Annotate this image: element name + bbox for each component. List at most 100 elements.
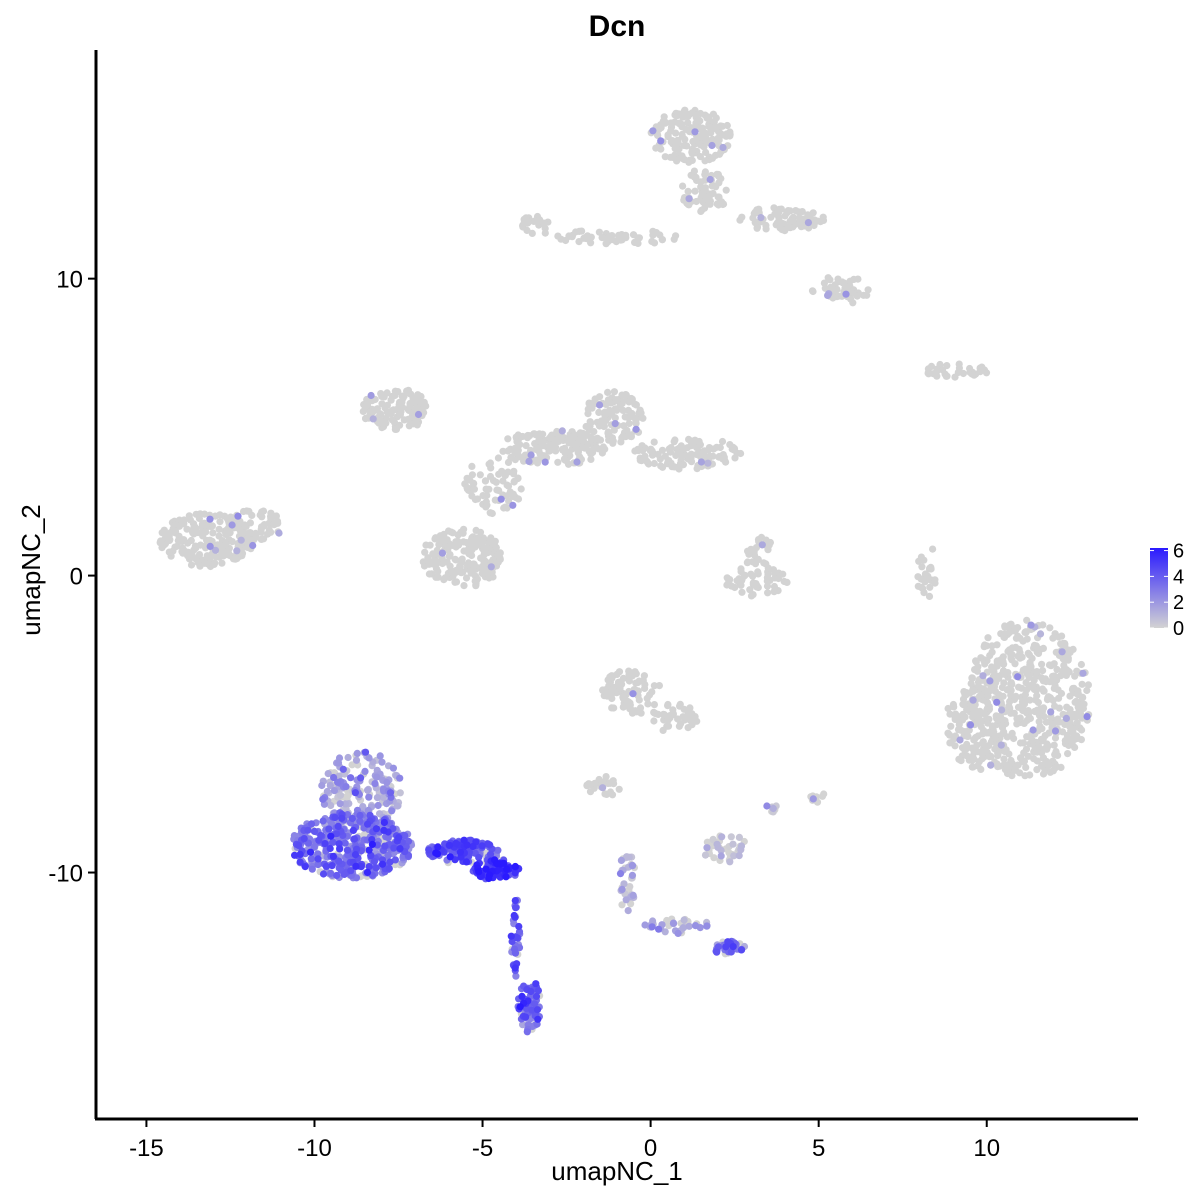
cell-point bbox=[481, 477, 489, 485]
cell-point bbox=[353, 845, 361, 853]
cell-point bbox=[1026, 659, 1034, 667]
cell-point bbox=[640, 672, 649, 680]
cell-point bbox=[620, 880, 628, 888]
cell-point bbox=[494, 454, 502, 462]
cell-point bbox=[744, 547, 752, 555]
cell-point bbox=[357, 774, 365, 782]
cell-point bbox=[853, 292, 861, 300]
cell-point bbox=[341, 839, 349, 847]
cell-point bbox=[590, 428, 598, 436]
cell-point bbox=[326, 781, 334, 790]
cell-point bbox=[680, 113, 688, 121]
cell-point bbox=[1066, 692, 1074, 700]
cell-point bbox=[270, 521, 278, 529]
cell-point bbox=[966, 364, 974, 373]
cell-point bbox=[1083, 686, 1091, 695]
cell-point bbox=[1042, 743, 1050, 752]
cell-point bbox=[1084, 681, 1092, 689]
cell-point bbox=[503, 865, 511, 873]
cell-point bbox=[1021, 772, 1029, 780]
cell-point bbox=[786, 207, 794, 215]
cell-point bbox=[438, 549, 446, 557]
cell-point bbox=[691, 922, 700, 930]
cell-point bbox=[578, 435, 586, 443]
cell-point bbox=[434, 573, 442, 581]
cell-point bbox=[703, 838, 712, 846]
legend-tick-label: 2 bbox=[1173, 592, 1184, 614]
cell-point bbox=[976, 684, 985, 692]
cell-point bbox=[821, 284, 829, 292]
cell-point bbox=[708, 141, 716, 150]
cell-point bbox=[357, 863, 365, 871]
cell-point bbox=[464, 546, 472, 554]
cell-point bbox=[703, 844, 711, 852]
cell-point bbox=[833, 285, 841, 294]
x-tick-label: -10 bbox=[297, 1135, 332, 1162]
cell-point bbox=[1033, 706, 1041, 714]
cell-point bbox=[380, 818, 388, 827]
cell-point bbox=[237, 520, 245, 529]
cell-point bbox=[963, 732, 971, 740]
cell-point bbox=[723, 581, 731, 589]
cell-point bbox=[687, 442, 695, 450]
cell-point bbox=[224, 551, 232, 559]
cell-point bbox=[1055, 704, 1063, 712]
cell-point bbox=[667, 119, 675, 127]
cell-point bbox=[664, 722, 673, 730]
cell-point bbox=[864, 286, 872, 294]
cell-point bbox=[1007, 654, 1015, 662]
cell-point bbox=[454, 537, 462, 546]
cell-point bbox=[641, 921, 649, 929]
cell-point bbox=[648, 923, 656, 931]
cell-point bbox=[627, 394, 635, 403]
cell-point bbox=[378, 758, 386, 766]
cell-point bbox=[735, 833, 744, 842]
cell-point bbox=[696, 117, 704, 125]
cell-point bbox=[981, 641, 989, 649]
cell-point bbox=[780, 577, 788, 586]
legend-colorbar bbox=[1150, 548, 1168, 628]
cell-point bbox=[342, 783, 350, 791]
cell-point bbox=[340, 870, 348, 879]
cell-point bbox=[775, 216, 783, 224]
cell-point bbox=[396, 845, 404, 853]
cell-point bbox=[348, 761, 356, 769]
cell-point bbox=[1039, 667, 1047, 675]
cell-point bbox=[421, 548, 429, 556]
cell-point bbox=[618, 885, 626, 894]
cell-point bbox=[1069, 728, 1077, 736]
cell-point bbox=[1036, 630, 1045, 638]
cell-point bbox=[615, 785, 623, 793]
cell-point bbox=[632, 419, 640, 427]
cell-point bbox=[237, 536, 245, 544]
cell-point bbox=[487, 509, 495, 517]
cell-point bbox=[645, 691, 654, 699]
cell-point bbox=[409, 395, 417, 403]
cell-point bbox=[610, 388, 619, 396]
cell-point bbox=[463, 561, 472, 570]
cell-point bbox=[468, 551, 476, 560]
cell-point bbox=[1007, 691, 1015, 699]
cell-point bbox=[384, 851, 392, 860]
cell-point bbox=[334, 759, 343, 767]
cell-point bbox=[344, 753, 352, 762]
cell-point bbox=[1022, 763, 1030, 772]
cell-point bbox=[170, 521, 178, 530]
cell-point bbox=[347, 867, 355, 875]
cell-point bbox=[351, 851, 360, 859]
cell-point bbox=[527, 451, 535, 459]
cell-point bbox=[491, 496, 499, 504]
cell-point bbox=[218, 559, 226, 567]
cell-point bbox=[602, 773, 610, 781]
cell-point bbox=[522, 1013, 530, 1021]
cell-point bbox=[581, 234, 589, 242]
cell-point bbox=[367, 852, 375, 860]
cell-point bbox=[998, 706, 1006, 714]
cell-point bbox=[809, 287, 817, 296]
cell-point bbox=[1071, 672, 1079, 680]
cell-point bbox=[209, 529, 217, 537]
cell-point bbox=[522, 442, 530, 450]
cell-point bbox=[668, 463, 676, 471]
cell-point bbox=[1026, 696, 1034, 704]
cell-point bbox=[512, 972, 520, 980]
